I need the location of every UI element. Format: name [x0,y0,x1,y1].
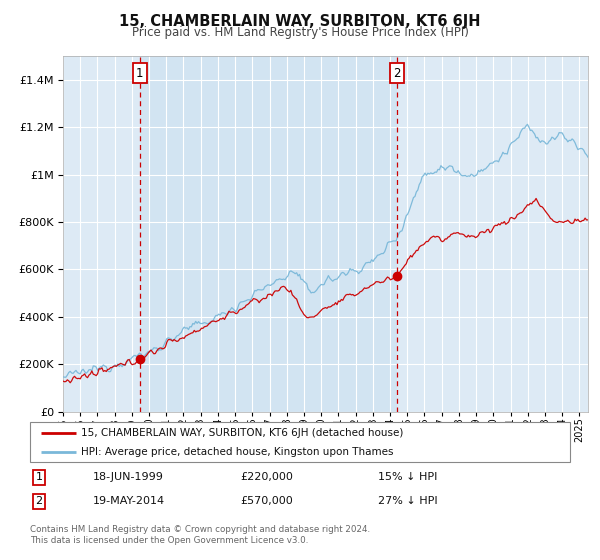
Text: £570,000: £570,000 [240,496,293,506]
Text: 1: 1 [35,472,43,482]
Text: 2: 2 [393,67,400,80]
Text: £220,000: £220,000 [240,472,293,482]
Text: 18-JUN-1999: 18-JUN-1999 [93,472,164,482]
Text: Price paid vs. HM Land Registry's House Price Index (HPI): Price paid vs. HM Land Registry's House … [131,26,469,39]
Text: 1: 1 [136,67,143,80]
Text: 27% ↓ HPI: 27% ↓ HPI [378,496,437,506]
Text: 19-MAY-2014: 19-MAY-2014 [93,496,165,506]
Text: 15% ↓ HPI: 15% ↓ HPI [378,472,437,482]
Text: This data is licensed under the Open Government Licence v3.0.: This data is licensed under the Open Gov… [30,536,308,545]
Text: HPI: Average price, detached house, Kingston upon Thames: HPI: Average price, detached house, King… [82,447,394,457]
Text: 15, CHAMBERLAIN WAY, SURBITON, KT6 6JH: 15, CHAMBERLAIN WAY, SURBITON, KT6 6JH [119,14,481,29]
Text: 15, CHAMBERLAIN WAY, SURBITON, KT6 6JH (detached house): 15, CHAMBERLAIN WAY, SURBITON, KT6 6JH (… [82,428,404,438]
Text: 2: 2 [35,496,43,506]
Text: Contains HM Land Registry data © Crown copyright and database right 2024.: Contains HM Land Registry data © Crown c… [30,525,370,534]
Bar [140,56,397,412]
